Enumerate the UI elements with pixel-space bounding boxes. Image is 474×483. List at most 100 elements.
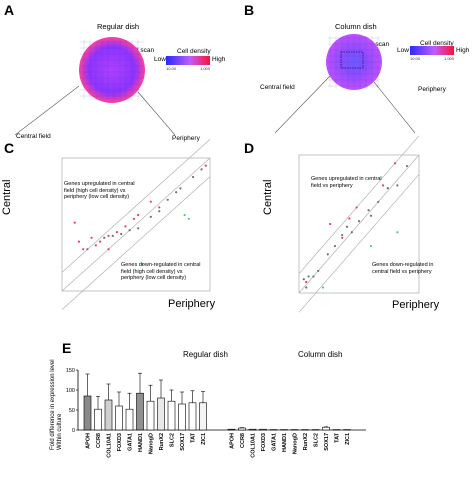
panel-e-bar-chart: 0 50 100 150 APOH CCR8 COL10A1 FOXD3 GATA1 HAND1 N… <box>66 368 366 458</box>
data-point <box>86 248 89 251</box>
x-tick-label: COL10A1 <box>107 433 113 458</box>
bar <box>188 402 197 431</box>
panel-a-legend-max: 1,000 <box>200 66 211 71</box>
panel-d-central-label: Central <box>262 179 274 215</box>
panel-a-central-field-label: Central field <box>16 133 51 140</box>
data-point <box>369 244 373 248</box>
panel-c-periphery-label: Periphery <box>168 298 216 310</box>
bar <box>125 408 134 431</box>
bar <box>322 426 330 431</box>
panel-b-legend-bar <box>410 46 454 55</box>
data-point <box>149 200 152 203</box>
bar <box>227 428 236 431</box>
panel-letter-e: E <box>62 340 72 356</box>
data-point <box>302 278 305 281</box>
data-point <box>82 248 85 251</box>
panel-b-legend-title: Cell density <box>420 40 454 47</box>
data-point <box>367 209 370 212</box>
data-point <box>111 234 114 237</box>
panel-c-central-label: Central <box>1 179 13 215</box>
panel-letter-b: B <box>244 2 255 18</box>
bar <box>199 402 207 431</box>
panel-e-group-column: Column dish <box>298 350 343 359</box>
bar <box>259 428 267 431</box>
diagonal-line <box>298 135 420 274</box>
data-point <box>321 286 325 289</box>
data-point <box>204 164 207 167</box>
x-tick-label: SLC2 <box>170 433 176 447</box>
data-point <box>187 217 190 220</box>
bar <box>115 405 123 431</box>
x-tick-label: TAT <box>335 432 341 443</box>
data-point <box>317 269 320 273</box>
data-point <box>175 191 178 194</box>
panel-b-legend-high: High <box>456 47 470 54</box>
x-tick-label: SOX17 <box>180 433 186 451</box>
panel-d-scatter-plot <box>298 135 420 313</box>
panel-a-legend-bar <box>166 56 210 65</box>
data-point <box>355 206 358 209</box>
y-tick-label: 0 <box>72 428 75 434</box>
data-point <box>396 184 399 187</box>
data-point <box>377 200 380 204</box>
panel-a-well-scan-label: Well scan <box>126 47 155 54</box>
diagonal-line <box>61 157 211 292</box>
data-point <box>158 206 161 209</box>
data-point <box>305 286 308 289</box>
data-point <box>158 210 161 213</box>
panel-b-central-field-label: Central field <box>260 84 295 91</box>
panel-letter-c: C <box>4 140 15 156</box>
x-tick-label: NanogD <box>293 433 299 454</box>
data-point <box>329 222 332 226</box>
panel-c-annotation-up: Genes upregulated in central field (high… <box>64 181 135 201</box>
bar <box>136 392 144 431</box>
diagonal-line <box>61 176 211 310</box>
bar <box>238 427 246 431</box>
y-tick-label: 150 <box>66 368 75 374</box>
panel-c-scatter-plot <box>61 139 211 310</box>
panel-c-annotation-down: Genes down-regulated in central field (h… <box>121 262 201 282</box>
data-point <box>183 213 186 217</box>
data-point <box>369 214 373 217</box>
panel-a-legend-low: Low <box>154 56 166 63</box>
data-point <box>191 175 195 179</box>
data-point <box>77 240 81 243</box>
x-tick-label: RunX2 <box>303 433 309 450</box>
data-point <box>305 280 308 284</box>
data-point <box>115 231 119 234</box>
x-tick-label: SLC2 <box>314 433 320 447</box>
diagonal-line <box>298 154 420 294</box>
data-point <box>333 244 337 248</box>
x-tick-label: APOH <box>86 433 92 449</box>
x-tick-label: HAND1 <box>138 433 144 452</box>
data-point <box>307 275 310 278</box>
data-point <box>386 187 389 190</box>
x-tick-label: NanogD <box>149 433 155 454</box>
panel-a-well-scan <box>14 37 176 136</box>
panel-d-annotation-up: Genes upregulated in central field vs pe… <box>311 176 382 189</box>
data-point <box>341 233 344 237</box>
data-point <box>345 225 349 228</box>
data-point <box>341 236 344 239</box>
panel-b-legend-low: Low <box>397 47 409 54</box>
data-point <box>357 220 361 223</box>
x-tick-label: TAT <box>191 432 197 443</box>
bar <box>104 399 113 431</box>
data-point <box>94 244 97 247</box>
x-tick-label: COL10A1 <box>251 433 257 458</box>
panel-a-legend-min: 10.00 <box>166 66 177 71</box>
data-point <box>90 236 93 239</box>
data-point <box>200 168 203 171</box>
pointer-line-central <box>274 75 331 134</box>
panel-d-periphery-label: Periphery <box>392 299 440 311</box>
data-point <box>179 187 182 190</box>
plot-frame <box>61 157 211 292</box>
data-point <box>128 229 131 232</box>
data-point <box>120 232 123 236</box>
diagonal-line <box>61 139 211 273</box>
bar <box>167 400 176 431</box>
pointer-line-periphery <box>137 91 176 136</box>
data-point <box>137 213 140 217</box>
data-point <box>166 198 169 201</box>
data-point <box>73 221 76 224</box>
